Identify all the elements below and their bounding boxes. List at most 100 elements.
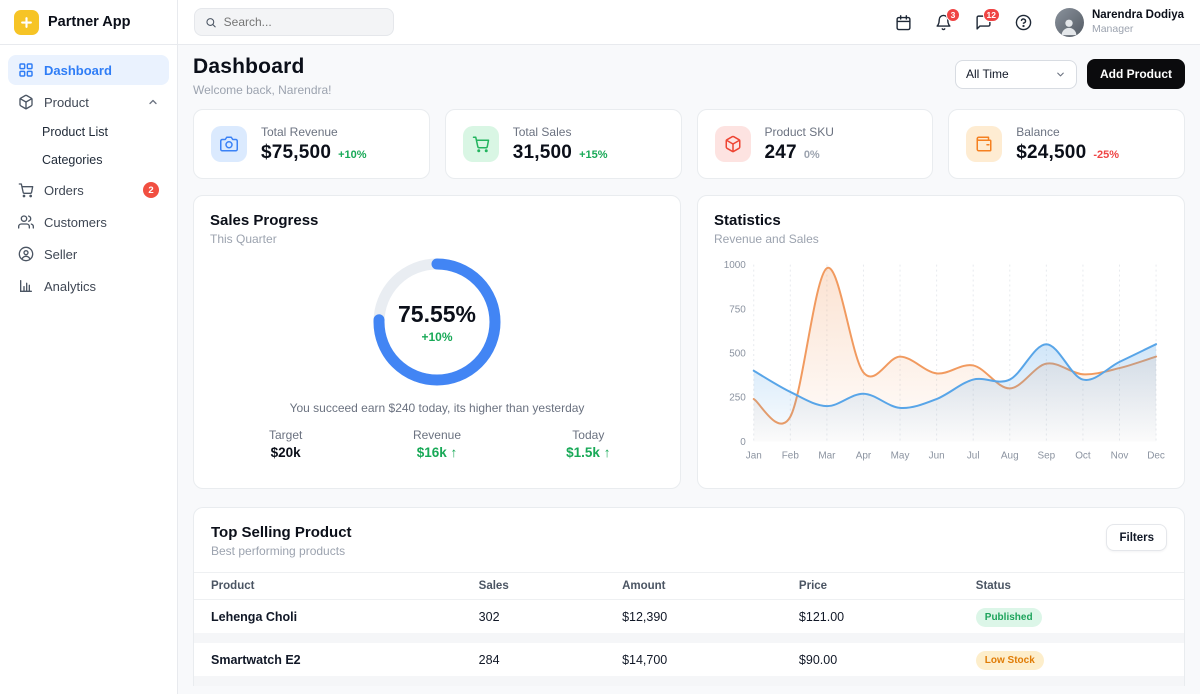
svg-text:Jun: Jun <box>929 450 945 461</box>
svg-text:Sep: Sep <box>1038 450 1056 461</box>
stat-delta: 0% <box>803 148 820 161</box>
stat-label: Balance <box>1016 124 1060 139</box>
messages-badge: 12 <box>982 8 1000 22</box>
cell-sales: 302 <box>478 609 500 624</box>
time-filter-select[interactable]: All Time <box>955 59 1077 89</box>
stat-value: 31,500 <box>512 141 573 163</box>
app-logo-row: Partner App <box>0 0 177 45</box>
progress-message: You succeed earn $240 today, its higher … <box>289 401 585 415</box>
time-filter-value: All Time <box>966 67 1009 81</box>
search-input[interactable] <box>223 15 383 29</box>
sidebar-item-label: Dashboard <box>44 62 112 78</box>
sidebar-item-label: Orders <box>44 182 84 198</box>
svg-text:May: May <box>891 450 910 461</box>
table-row[interactable]: Lehenga Choli 302 $12,390 $121.00 Publis… <box>194 600 1184 633</box>
sidebar-item-product-list[interactable]: Product List <box>42 125 109 139</box>
table-row[interactable]: Smartwatch E2 284 $14,700 $90.00 Low Sto… <box>194 643 1184 676</box>
package-icon <box>714 126 751 162</box>
revenue-sales-chart: Jan Feb Mar Apr May Jun Jul Aug Sep Oct Nov Dec 0 250… <box>714 254 1168 466</box>
sales-progress-subtitle: This Quarter <box>210 232 277 246</box>
svg-text:750: 750 <box>729 304 746 315</box>
svg-text:Apr: Apr <box>856 450 872 461</box>
cell-price: $121.00 <box>798 609 845 624</box>
kpi-today: Today $1.5k ↑ <box>566 428 611 460</box>
users-icon <box>18 214 34 230</box>
svg-text:1000: 1000 <box>724 260 747 271</box>
stat-delta: +10% <box>338 148 367 161</box>
avatar <box>1054 7 1084 37</box>
arrow-up-icon: ↑ <box>603 445 611 460</box>
app-name: Partner App <box>48 14 131 30</box>
svg-text:250: 250 <box>729 393 746 404</box>
stat-value: $24,500 <box>1016 141 1087 163</box>
sidebar-item-label: Seller <box>44 246 78 262</box>
sidebar-item-orders[interactable]: Orders 2 <box>8 175 169 205</box>
package-icon <box>18 94 34 110</box>
bell-icon <box>936 14 952 30</box>
stat-label: Total Revenue <box>261 124 338 139</box>
progress-percent: 75.55% <box>397 300 476 327</box>
user-menu[interactable]: Narendra Dodiya Manager <box>1054 7 1184 37</box>
sidebar-item-product[interactable]: Product <box>8 87 169 117</box>
sidebar-nav: Dashboard Product Product List Categorie… <box>0 45 177 313</box>
chevron-up-icon <box>147 96 159 108</box>
filters-button[interactable]: Filters <box>1106 524 1167 551</box>
grid-icon <box>18 62 34 78</box>
column-header: Status <box>975 580 1011 592</box>
page-subtitle: Welcome back, Narendra! <box>193 83 332 97</box>
table-header-row: Product Sales Amount Price Status <box>194 572 1184 600</box>
sales-progress-card: Sales Progress This Quarter 75.55% +10% … <box>193 195 681 489</box>
app-logo-icon <box>14 9 39 35</box>
svg-text:Feb: Feb <box>782 450 800 461</box>
svg-text:0: 0 <box>740 437 746 448</box>
stat-card-total-revenue: Total Revenue $75,500 +10% <box>193 109 430 179</box>
dashboard-content: Dashboard Welcome back, Narendra! All Ti… <box>178 45 1200 694</box>
sidebar-item-label: Product <box>44 94 89 110</box>
svg-text:Nov: Nov <box>1111 450 1129 461</box>
svg-text:Jul: Jul <box>967 450 980 461</box>
status-badge: Published <box>975 607 1042 627</box>
sales-progress-title: Sales Progress <box>210 212 319 229</box>
svg-text:500: 500 <box>729 349 746 360</box>
help-button[interactable] <box>1009 7 1039 37</box>
sidebar-item-analytics[interactable]: Analytics <box>8 271 169 301</box>
top-selling-product-card: Top Selling Product Best performing prod… <box>193 507 1185 686</box>
stat-card-total-sales: Total Sales 31,500 +15% <box>444 109 682 179</box>
stat-card-balance: Balance $24,500 -25% <box>948 109 1185 179</box>
sidebar-item-seller[interactable]: Seller <box>8 239 169 269</box>
add-product-button[interactable]: Add Product <box>1087 59 1185 89</box>
stat-delta: +15% <box>579 148 608 161</box>
kpi-revenue: Revenue $16k ↑ <box>412 428 462 460</box>
column-header: Sales <box>478 580 509 592</box>
search-icon <box>206 17 216 27</box>
table-title: Top Selling Product <box>211 524 352 541</box>
search-box[interactable] <box>194 8 394 36</box>
stat-value: 247 <box>764 141 797 163</box>
calendar-icon <box>896 14 912 30</box>
stat-card-product-sku: Product SKU 247 0% <box>696 109 934 179</box>
sidebar-item-label: Customers <box>44 214 107 230</box>
sidebar-item-label: Analytics <box>44 278 97 294</box>
sidebar-item-customers[interactable]: Customers <box>8 207 169 237</box>
messages-button[interactable]: 12 <box>969 7 1000 37</box>
calendar-button[interactable] <box>889 7 919 37</box>
user-name: Narendra Dodiya <box>1091 8 1184 21</box>
notifications-badge: 3 <box>945 8 960 22</box>
bar-chart-icon <box>18 278 34 294</box>
stat-value: $75,500 <box>261 141 332 163</box>
cart-icon <box>462 126 499 162</box>
statistics-card: Statistics Revenue and Sales Jan Feb Mar Ap… <box>697 195 1185 489</box>
status-badge: Low Stock <box>975 650 1044 670</box>
sidebar-item-dashboard[interactable]: Dashboard <box>8 55 169 85</box>
svg-text:Oct: Oct <box>1075 450 1091 461</box>
svg-text:Mar: Mar <box>818 450 836 461</box>
sidebar: Partner App Dashboard Product Product Li… <box>0 0 178 694</box>
sidebar-item-categories[interactable]: Categories <box>42 153 103 167</box>
notifications-button[interactable]: 3 <box>929 7 960 37</box>
row-divider <box>194 633 1184 643</box>
column-header: Amount <box>622 580 666 592</box>
cell-product: Smartwatch E2 <box>211 652 301 667</box>
arrow-up-icon: ↑ <box>450 445 458 460</box>
page-title: Dashboard <box>193 55 305 78</box>
topbar: 3 12 Narendra Dodiya Manager <box>178 0 1200 45</box>
